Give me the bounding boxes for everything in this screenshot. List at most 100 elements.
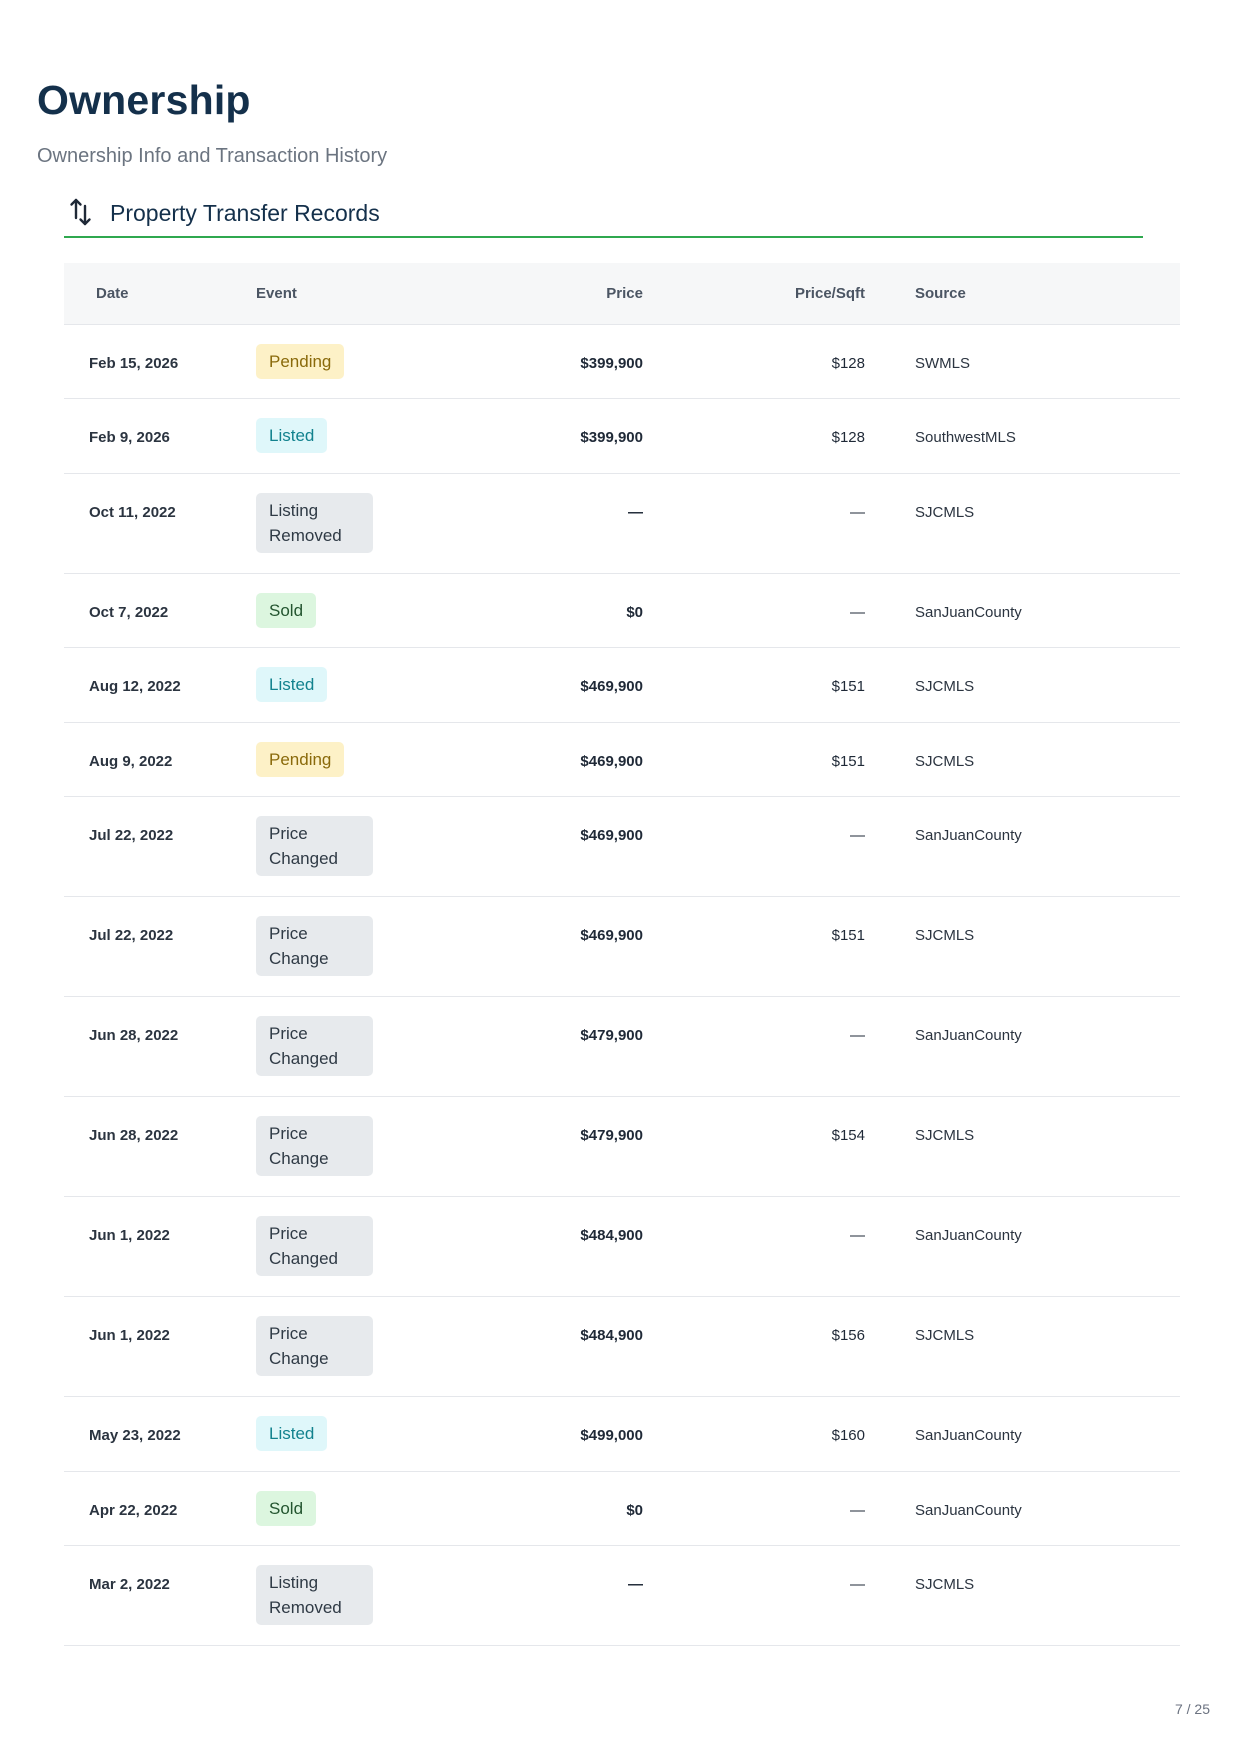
- source-cell: SJCMLS: [865, 1296, 1180, 1397]
- date-cell: May 23, 2022: [64, 1396, 256, 1472]
- page-number: 7 / 25: [1174, 1701, 1210, 1717]
- date-cell: Jun 28, 2022: [64, 996, 256, 1097]
- table-row: Feb 15, 2026 Pending $399,900 $128 SWMLS: [64, 324, 1180, 399]
- table-row: Jul 22, 2022 Price Change $469,900 $151 SJCM…: [64, 896, 1180, 997]
- date-cell: Jun 28, 2022: [64, 1096, 256, 1197]
- price-sqft-cell: $151: [643, 896, 865, 997]
- table-row: Jun 28, 2022 Price Change $479,900 $154 SJCM…: [64, 1096, 1180, 1197]
- event-badge: Price Change: [256, 916, 373, 976]
- event-cell: Price Changed: [256, 996, 430, 1097]
- date-cell: Jun 1, 2022: [64, 1196, 256, 1297]
- date-cell: Oct 7, 2022: [64, 573, 256, 648]
- date-cell: Jul 22, 2022: [64, 796, 256, 897]
- transfer-arrows-icon: [68, 197, 94, 227]
- price-cell: $469,900: [430, 647, 643, 723]
- event-badge: Price Changed: [256, 816, 373, 876]
- event-cell: Sold: [256, 573, 430, 648]
- source-cell: SJCMLS: [865, 473, 1180, 574]
- event-badge: Price Changed: [256, 1216, 373, 1276]
- price-sqft-cell: —: [643, 1471, 865, 1546]
- price-sqft-cell: —: [643, 796, 865, 897]
- event-badge: Price Change: [256, 1316, 373, 1376]
- date-cell: Jul 22, 2022: [64, 896, 256, 997]
- event-cell: Sold: [256, 1471, 430, 1546]
- page-title: Ownership: [37, 77, 251, 123]
- price-sqft-cell: $160: [643, 1396, 865, 1472]
- table-row: Jun 1, 2022 Price Change $484,900 $156 SJCML…: [64, 1296, 1180, 1397]
- column-header-date: Date: [64, 263, 256, 325]
- table-row: Aug 9, 2022 Pending $469,900 $151 SJCMLS: [64, 722, 1180, 797]
- column-header-price: Price: [430, 263, 643, 325]
- price-sqft-cell: $128: [643, 324, 865, 399]
- date-cell: Feb 15, 2026: [64, 324, 256, 399]
- column-header-price-sqft: Price/Sqft: [643, 263, 865, 325]
- price-cell: $469,900: [430, 896, 643, 997]
- price-sqft-cell: $154: [643, 1096, 865, 1197]
- price-cell: $399,900: [430, 324, 643, 399]
- event-cell: Price Changed: [256, 1196, 430, 1297]
- price-sqft-cell: —: [643, 1196, 865, 1297]
- event-cell: Listed: [256, 398, 430, 474]
- price-cell: $479,900: [430, 1096, 643, 1197]
- transfer-records-table: Date Event Price Price/Sqft Source Feb 1…: [64, 263, 1180, 1646]
- event-cell: Pending: [256, 722, 430, 797]
- event-badge: Price Change: [256, 1116, 373, 1176]
- price-sqft-cell: —: [643, 573, 865, 648]
- table-header-row: Date Event Price Price/Sqft Source: [64, 263, 1180, 325]
- section-header: Property Transfer Records: [64, 193, 1143, 238]
- price-cell: $399,900: [430, 398, 643, 474]
- date-cell: Apr 22, 2022: [64, 1471, 256, 1546]
- table-row: Apr 22, 2022 Sold $0— SanJuanCounty: [64, 1471, 1180, 1546]
- price-sqft-cell: $128: [643, 398, 865, 474]
- event-cell: Listed: [256, 1396, 430, 1472]
- price-cell: —: [430, 1545, 643, 1646]
- table-row: Jun 1, 2022 Price Changed $484,900— SanJuan…: [64, 1196, 1180, 1297]
- source-cell: SJCMLS: [865, 896, 1180, 997]
- source-cell: SJCMLS: [865, 647, 1180, 723]
- price-sqft-cell: $156: [643, 1296, 865, 1397]
- event-badge: Listed: [256, 1416, 328, 1451]
- price-sqft-cell: —: [643, 1545, 865, 1646]
- source-cell: SWMLS: [865, 324, 1180, 399]
- event-badge: Listed: [256, 418, 328, 453]
- price-sqft-cell: —: [643, 473, 865, 574]
- event-cell: Listed: [256, 647, 430, 723]
- event-badge: Price Changed: [256, 1016, 373, 1076]
- price-cell: $479,900: [430, 996, 643, 1097]
- table-row: Jul 22, 2022 Price Changed $469,900— SanJua…: [64, 796, 1180, 897]
- date-cell: Mar 2, 2022: [64, 1545, 256, 1646]
- event-cell: Price Change: [256, 1296, 430, 1397]
- source-cell: SanJuanCounty: [865, 796, 1180, 897]
- event-badge: Sold: [256, 1490, 317, 1526]
- event-cell: Price Change: [256, 896, 430, 997]
- date-cell: Aug 9, 2022: [64, 722, 256, 797]
- date-cell: Jun 1, 2022: [64, 1296, 256, 1397]
- column-header-source: Source: [865, 263, 1180, 325]
- event-cell: Price Change: [256, 1096, 430, 1197]
- price-sqft-cell: —: [643, 996, 865, 1097]
- table-row: Jun 28, 2022 Price Changed $479,900— SanJua…: [64, 996, 1180, 1097]
- event-cell: Price Changed: [256, 796, 430, 897]
- source-cell: SanJuanCounty: [865, 996, 1180, 1097]
- price-sqft-cell: $151: [643, 647, 865, 723]
- price-sqft-cell: $151: [643, 722, 865, 797]
- event-badge: Pending: [256, 741, 345, 777]
- source-cell: SJCMLS: [865, 1096, 1180, 1197]
- source-cell: SanJuanCounty: [865, 573, 1180, 648]
- price-cell: $469,900: [430, 722, 643, 797]
- event-badge: Listing Removed: [256, 492, 373, 553]
- table-row: Oct 11, 2022 Listing Removed — — SJCMLS: [64, 473, 1180, 574]
- source-cell: SouthwestMLS: [865, 398, 1180, 474]
- source-cell: SanJuanCounty: [865, 1196, 1180, 1297]
- table-row: Mar 2, 2022 Listing Removed — — SJCMLS: [64, 1545, 1180, 1646]
- event-badge: Listed: [256, 667, 328, 702]
- price-cell: $0: [430, 573, 643, 648]
- date-cell: Feb 9, 2026: [64, 398, 256, 474]
- table-row: May 23, 2022 Listed $499,000 $160 SanJuanCou…: [64, 1396, 1180, 1472]
- price-cell: $469,900: [430, 796, 643, 897]
- table-body: Feb 15, 2026 Pending $399,900 $128 SWMLS Feb …: [64, 324, 1180, 1646]
- event-cell: Listing Removed: [256, 1545, 430, 1646]
- table-row: Aug 12, 2022 Listed $469,900 $151 SJCMLS: [64, 647, 1180, 723]
- table-row: Oct 7, 2022 Sold $0— SanJuanCounty: [64, 573, 1180, 648]
- date-cell: Aug 12, 2022: [64, 647, 256, 723]
